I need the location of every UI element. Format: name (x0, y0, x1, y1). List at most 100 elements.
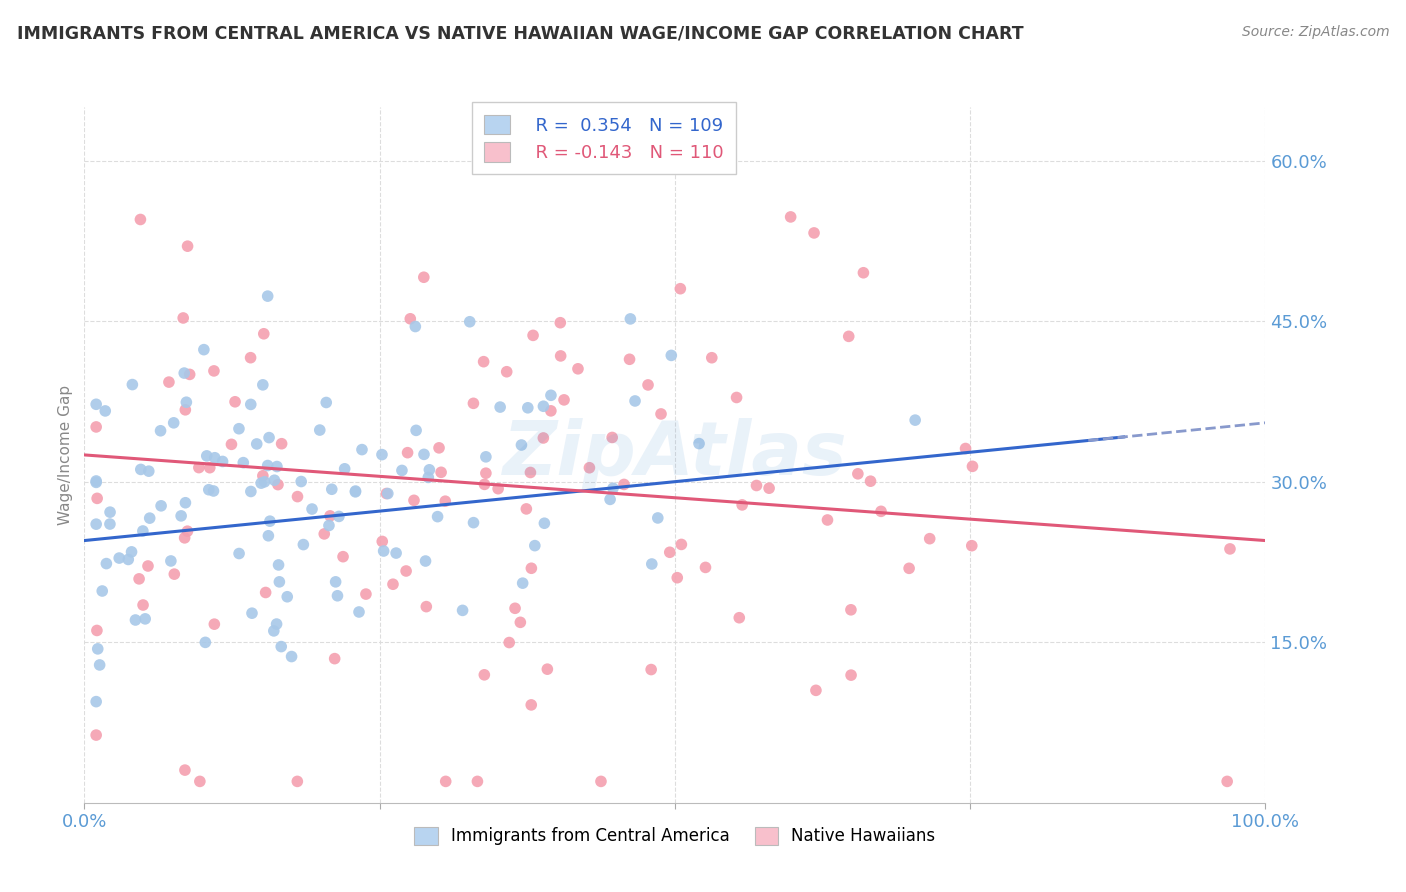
Point (804, 683, 827, 698)
Point (619, 352, 641, 367)
Point (176, 239, 198, 253)
Point (257, 529, 280, 543)
Point (193, 343, 215, 357)
Point (859, 474, 882, 488)
Point (474, 477, 496, 491)
Point (269, 574, 291, 589)
Point (252, 468, 274, 483)
Point (515, 502, 537, 516)
Point (254, 585, 277, 599)
Point (163, 416, 186, 430)
Point (396, 445, 419, 459)
Point (259, 514, 281, 528)
Point (194, 635, 217, 649)
Point (132, 598, 155, 612)
Point (578, 460, 600, 475)
Point (602, 481, 624, 495)
Point (280, 649, 302, 664)
Point (458, 315, 481, 329)
Point (246, 437, 269, 451)
Point (84, 517, 107, 532)
Point (531, 399, 554, 413)
Point (204, 450, 226, 465)
Point (240, 606, 263, 620)
Point (412, 270, 434, 285)
Point (659, 348, 682, 362)
Point (540, 388, 562, 402)
Point (321, 482, 343, 496)
Point (395, 564, 418, 578)
Point (266, 459, 288, 474)
Point (128, 572, 150, 586)
Point (108, 551, 131, 566)
Point (567, 361, 589, 376)
Point (700, 351, 723, 365)
Point (221, 437, 243, 451)
Point (134, 612, 156, 626)
Point (263, 473, 285, 487)
Point (84, 420, 107, 434)
Point (253, 326, 276, 341)
Point (1216, 774, 1239, 789)
Point (332, 549, 354, 564)
Point (399, 311, 422, 326)
Point (239, 397, 262, 411)
Point (509, 615, 531, 630)
Legend: Immigrants from Central America, Native Hawaiians: Immigrants from Central America, Native … (406, 818, 943, 854)
Point (160, 554, 183, 568)
Point (256, 289, 278, 303)
Point (371, 534, 394, 549)
Point (301, 502, 323, 516)
Point (172, 310, 194, 325)
Point (252, 377, 274, 392)
Point (174, 496, 197, 510)
Point (98, 505, 121, 519)
Point (523, 539, 546, 553)
Point (695, 560, 717, 574)
Point (129, 212, 152, 227)
Point (531, 431, 554, 445)
Point (418, 470, 440, 484)
Point (371, 448, 394, 462)
Point (418, 463, 440, 477)
Point (427, 441, 450, 455)
Point (640, 663, 662, 677)
Point (463, 516, 485, 530)
Point (725, 391, 748, 405)
Point (198, 483, 221, 497)
Point (613, 477, 636, 491)
Point (624, 394, 647, 409)
Point (666, 571, 689, 585)
Point (202, 364, 225, 378)
Point (195, 449, 218, 463)
Point (333, 462, 356, 476)
Point (344, 483, 367, 498)
Point (253, 475, 276, 489)
Point (637, 378, 659, 392)
Point (319, 508, 342, 523)
Point (86, 624, 108, 638)
Point (132, 524, 155, 538)
Point (758, 481, 780, 495)
Point (347, 605, 370, 619)
Point (918, 532, 941, 546)
Point (129, 462, 152, 476)
Point (163, 567, 186, 582)
Point (170, 508, 193, 523)
Point (325, 574, 347, 589)
Point (467, 774, 489, 789)
Point (904, 413, 927, 427)
Point (202, 483, 225, 498)
Point (84, 695, 107, 709)
Point (803, 226, 825, 240)
Point (688, 436, 710, 450)
Point (404, 319, 426, 334)
Point (405, 423, 427, 437)
Point (285, 774, 308, 789)
Point (263, 624, 285, 638)
Point (270, 436, 292, 450)
Point (314, 527, 336, 541)
Point (267, 477, 290, 491)
Point (138, 464, 160, 478)
Point (91, 584, 114, 599)
